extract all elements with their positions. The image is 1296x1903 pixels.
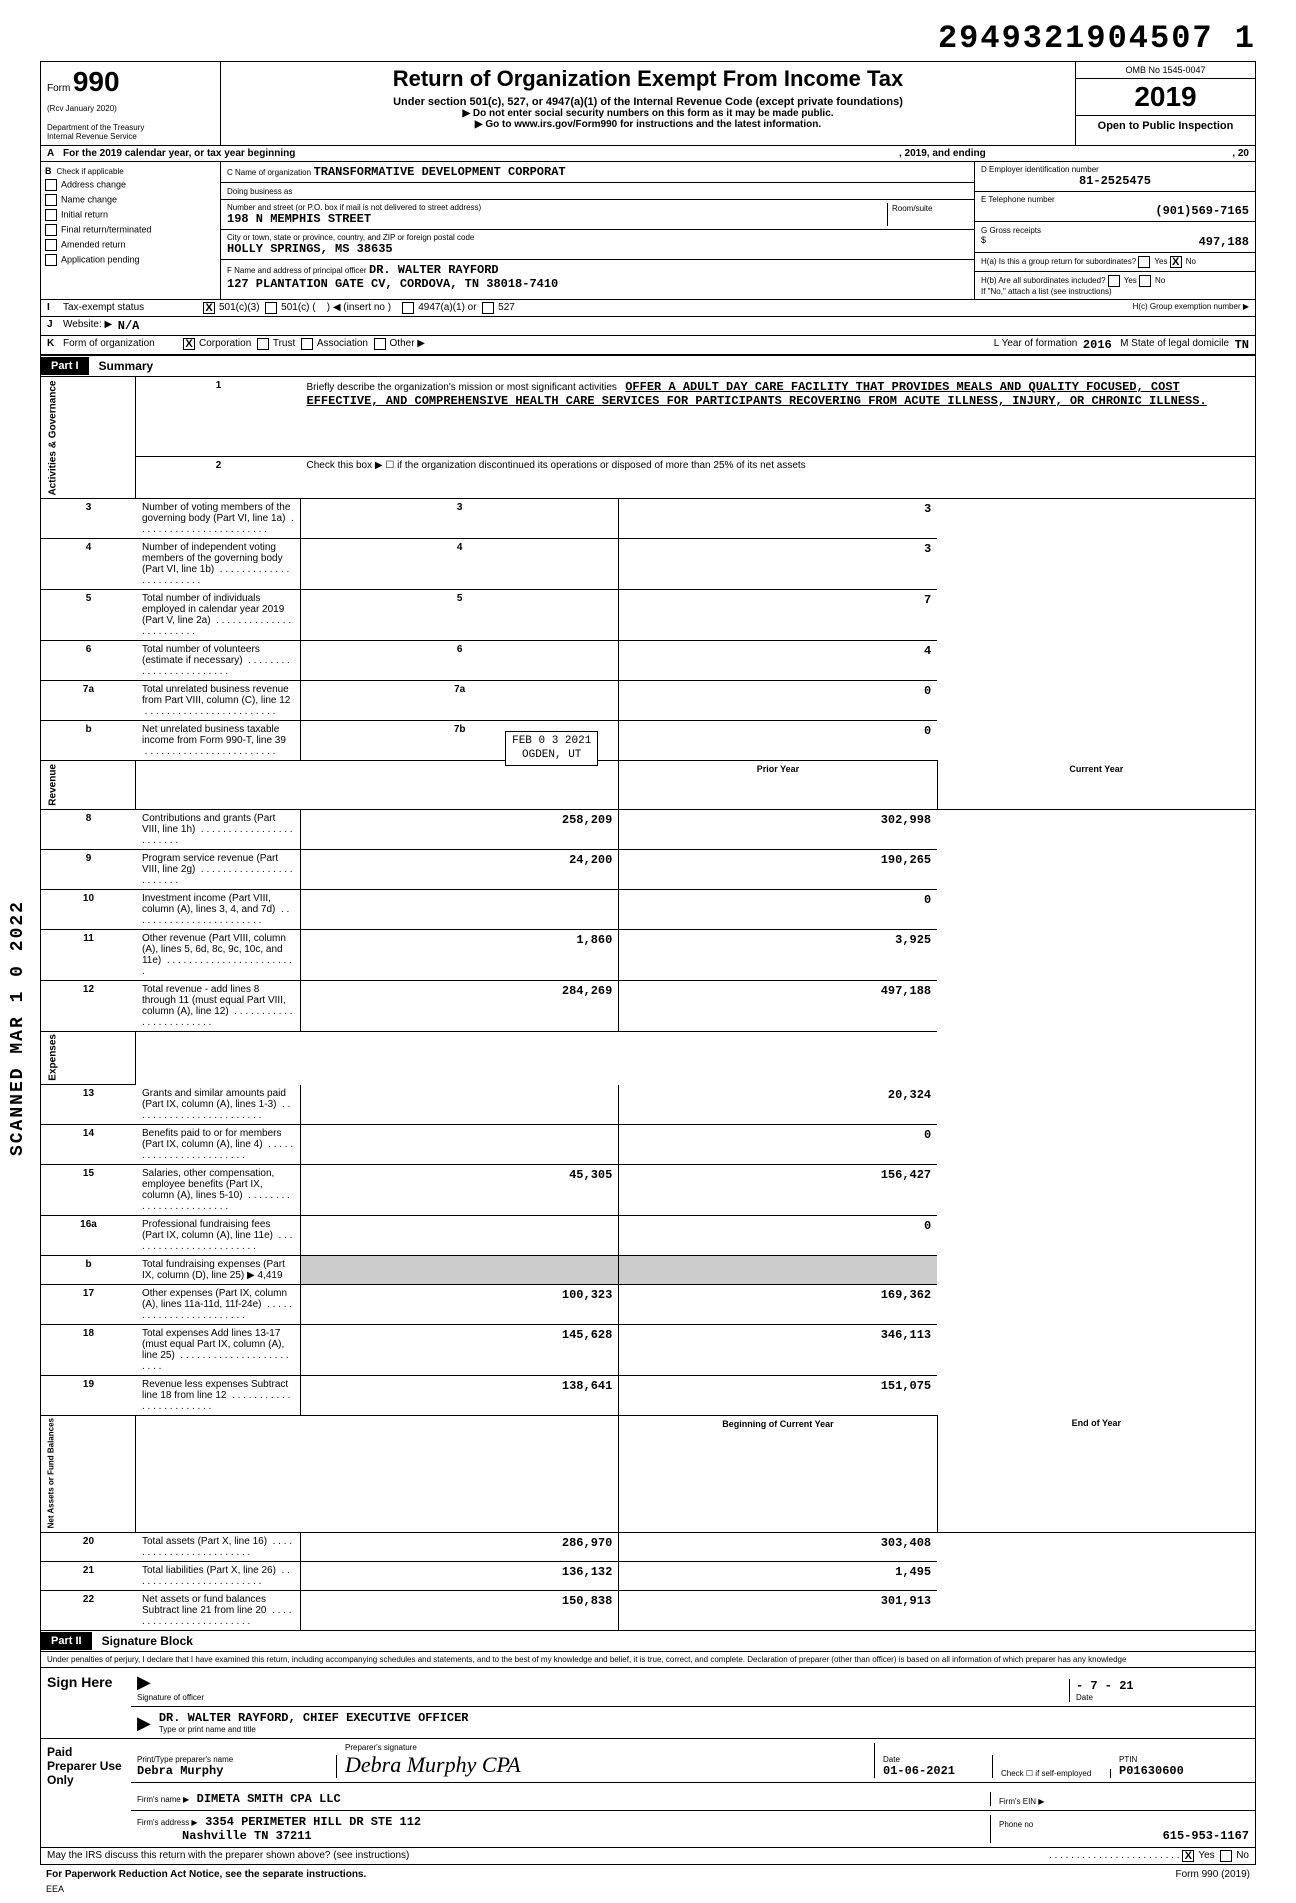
prior-year-value: 145,628: [301, 1324, 619, 1375]
form-note-2: ▶ Go to www.irs.gov/Form990 for instruct…: [227, 119, 1069, 130]
preparer-date: 01-06-2021: [883, 1764, 992, 1778]
current-year-value: 20,324: [619, 1085, 937, 1125]
form-subtitle: Under section 501(c), 527, or 4947(a)(1)…: [227, 96, 1069, 108]
firm-phone: 615-953-1167: [999, 1829, 1249, 1843]
checkbox[interactable]: [45, 209, 57, 221]
current-year-value: 151,075: [619, 1375, 937, 1415]
summary-value: 0: [619, 681, 937, 721]
part-1-header: Part I Summary: [40, 355, 1256, 377]
discuss-row: May the IRS discuss this return with the…: [40, 1848, 1256, 1865]
phone-number: (901)569-7165: [981, 204, 1249, 218]
netassets-label: Net Assets or Fund Balances: [41, 1415, 136, 1532]
summary-value: 0: [619, 721, 937, 761]
current-year-value: 302,998: [619, 809, 937, 849]
prior-year-value: [301, 1085, 619, 1125]
row-k: K Form of organization XCorporation Trus…: [40, 336, 1256, 355]
part-2-header: Part II Signature Block: [40, 1631, 1256, 1652]
row-i: I Tax-exempt status X501(c)(3) 501(c) ( …: [40, 299, 1256, 317]
form-note-1: ▶ Do not enter social security numbers o…: [227, 108, 1069, 119]
row-j: J Website: ▶ N/A: [40, 317, 1256, 336]
form-footer: Form 990 (2019): [1176, 1869, 1250, 1880]
org-name: TRANSFORMATIVE DEVELOPMENT CORPORAT: [314, 165, 566, 179]
boy-value: 150,838: [301, 1591, 619, 1631]
prior-year-value: 100,323: [301, 1284, 619, 1324]
checkbox[interactable]: [45, 179, 57, 191]
current-year-value: 3,925: [619, 929, 937, 980]
boy-value: 136,132: [301, 1562, 619, 1591]
checkbox[interactable]: [45, 224, 57, 236]
paid-preparer-block: Paid Preparer Use Only Print/Type prepar…: [40, 1739, 1256, 1848]
omb-number: OMB No 1545-0047: [1076, 62, 1255, 79]
prior-year-value: [301, 1124, 619, 1164]
eoy-value: 1,495: [619, 1562, 937, 1591]
year-of-formation: 2016: [1083, 338, 1112, 352]
row-a: A For the 2019 calendar year, or tax yea…: [40, 146, 1256, 162]
activities-label: Activities & Governance: [41, 377, 136, 499]
revenue-label: Revenue: [41, 761, 136, 810]
summary-table: Activities & Governance 1 Briefly descri…: [40, 377, 1256, 1631]
current-year-value: 0: [619, 1124, 937, 1164]
firm-name: DIMETA SMITH CPA LLC: [197, 1792, 341, 1806]
city-state-zip: HOLLY SPRINGS, MS 38635: [227, 242, 968, 256]
prior-year-value: 284,269: [301, 980, 619, 1031]
firm-address-1: 3354 PERIMETER HILL DR STE 112: [205, 1815, 421, 1829]
website: N/A: [118, 319, 140, 333]
document-number: 2949321904507 1: [40, 20, 1256, 57]
inspection-note: Open to Public Inspection: [1076, 116, 1255, 136]
tax-year: 2019: [1076, 79, 1255, 116]
current-year-value: 0: [619, 1215, 937, 1255]
checkbox[interactable]: [45, 194, 57, 206]
form-header: Form 990 (Rcv January 2020) Department o…: [40, 61, 1256, 146]
current-year-value: 497,188: [619, 980, 937, 1031]
prior-year-value: 24,200: [301, 849, 619, 889]
officer-name: DR. WALTER RAYFORD: [369, 263, 499, 277]
summary-value: 7: [619, 590, 937, 641]
prior-year-value: 138,641: [301, 1375, 619, 1415]
summary-value: 3: [619, 499, 937, 539]
prior-year-value: [301, 1215, 619, 1255]
checkbox[interactable]: [45, 239, 57, 251]
preparer-name: Debra Murphy: [137, 1764, 336, 1778]
form-title: Return of Organization Exempt From Incom…: [227, 66, 1069, 92]
summary-value: 3: [619, 539, 937, 590]
dept-2: Internal Revenue Service: [47, 132, 214, 141]
prior-year-value: 45,305: [301, 1164, 619, 1215]
street-address: 198 N MEMPHIS STREET: [227, 212, 887, 226]
officer-signature-name: DR. WALTER RAYFORD, CHIEF EXECUTIVE OFFI…: [159, 1711, 1249, 1725]
current-year-value: 169,362: [619, 1284, 937, 1324]
current-year-value: 156,427: [619, 1164, 937, 1215]
scan-stamp: SCANNED MAR 1 0 2022: [8, 900, 28, 1156]
current-year-value: 346,113: [619, 1324, 937, 1375]
eea: EEA: [40, 1884, 1256, 1894]
section-bcd: B Check if applicable Address changeName…: [40, 162, 1256, 299]
sign-date: - 7 - 21: [1076, 1679, 1249, 1693]
firm-address-2: Nashville TN 37211: [182, 1829, 312, 1843]
received-stamp: FEB 0 3 2021 OGDEN, UT: [505, 731, 598, 766]
ein: 81-2525475: [981, 174, 1249, 188]
ptin: P01630600: [1119, 1764, 1249, 1778]
officer-address: 127 PLANTATION GATE CV, CORDOVA, TN 3801…: [227, 277, 558, 291]
prior-year-value: 258,209: [301, 809, 619, 849]
summary-value: 4: [619, 641, 937, 681]
pra-notice: For Paperwork Reduction Act Notice, see …: [46, 1869, 1176, 1880]
perjury-statement: Under penalties of perjury, I declare th…: [40, 1652, 1256, 1668]
eoy-value: 301,913: [619, 1591, 937, 1631]
current-year-value: 190,265: [619, 849, 937, 889]
eoy-value: 303,408: [619, 1533, 937, 1562]
expenses-label: Expenses: [41, 1031, 136, 1085]
current-year-value: 0: [619, 889, 937, 929]
form-number: 990: [73, 66, 120, 97]
checkbox[interactable]: [45, 254, 57, 266]
boy-value: 286,970: [301, 1533, 619, 1562]
prior-year-value: [301, 889, 619, 929]
form-rev: (Rcv January 2020): [47, 104, 214, 113]
legal-domicile: TN: [1235, 338, 1249, 352]
gross-receipts: 497,188: [1199, 235, 1249, 249]
prior-year-value: 1,860: [301, 929, 619, 980]
sign-here-block: Sign Here ▶ Signature of officer - 7 - 2…: [40, 1668, 1256, 1739]
dept-1: Department of the Treasury: [47, 123, 214, 132]
